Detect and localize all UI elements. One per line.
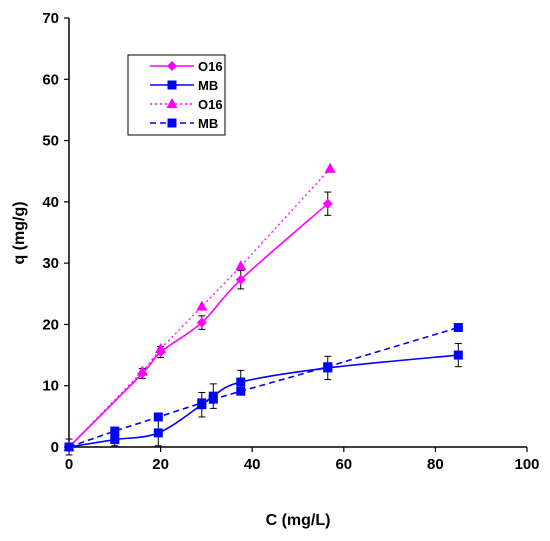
data-point — [196, 300, 208, 311]
data-point — [236, 386, 246, 396]
data-point — [110, 435, 120, 445]
data-point — [197, 398, 207, 408]
axes — [64, 17, 528, 452]
series-line — [68, 326, 459, 448]
x-tick-label: 100 — [514, 456, 539, 473]
data-point — [324, 162, 336, 173]
legend-marker — [166, 98, 178, 108]
y-tick-label: 10 — [42, 378, 59, 395]
tick-labels: 0 10 20 30 40 50 60 70 0 20 40 60 80 100 — [42, 10, 539, 473]
x-tick-label: 60 — [335, 456, 352, 473]
data-point — [64, 442, 74, 452]
data-point — [322, 198, 333, 209]
legend-marker — [167, 61, 177, 71]
x-tick-label: 40 — [244, 456, 261, 473]
data-point — [235, 260, 247, 271]
legend-label: MB — [198, 116, 218, 131]
legend-label: O16 — [198, 97, 223, 112]
data-point — [323, 362, 333, 372]
x-axis-label: C (mg/L) — [266, 512, 331, 529]
x-tick-label: 20 — [152, 456, 169, 473]
series-layer — [63, 162, 463, 456]
data-point — [453, 322, 463, 332]
data-point — [136, 365, 148, 376]
y-tick-label: 20 — [42, 316, 59, 333]
data-point — [208, 394, 218, 404]
y-tick-label: 70 — [42, 10, 59, 27]
series-1 — [64, 342, 463, 456]
data-point — [155, 342, 167, 353]
legend-label: O16 — [198, 59, 223, 74]
data-point — [153, 428, 163, 438]
series-0 — [64, 191, 333, 452]
data-point — [196, 317, 207, 328]
data-point — [110, 426, 120, 436]
x-tick-label: 80 — [427, 456, 444, 473]
series-line — [68, 354, 459, 448]
y-tick-label: 30 — [42, 255, 59, 272]
y-tick-label: 0 — [51, 439, 59, 456]
y-tick-label: 40 — [42, 194, 59, 211]
legend-marker — [167, 118, 177, 128]
y-axis-label: q (mg/g) — [11, 201, 28, 264]
y-tick-label: 60 — [42, 71, 59, 88]
x-tick-label: 0 — [65, 456, 73, 473]
series-2 — [63, 162, 336, 451]
series-line — [68, 203, 329, 448]
data-point — [235, 274, 246, 285]
data-point — [453, 350, 463, 360]
data-point — [236, 377, 246, 387]
data-point — [153, 412, 163, 422]
series-line — [68, 168, 331, 448]
legend-label: MB — [198, 78, 218, 93]
y-tick-label: 50 — [42, 133, 59, 150]
legend: O16 MB O16 MB — [127, 54, 226, 136]
legend-marker — [167, 80, 177, 90]
series-3 — [64, 322, 463, 452]
